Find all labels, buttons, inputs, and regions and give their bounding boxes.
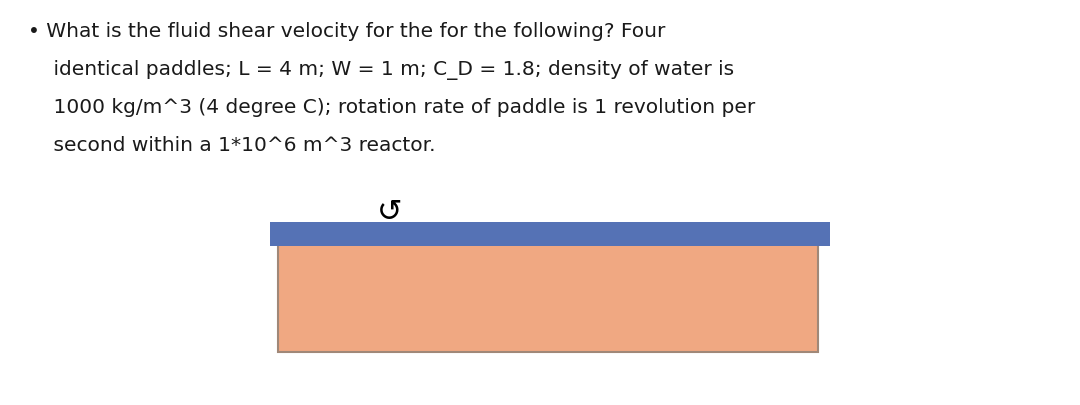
Bar bbox=[278, 242, 818, 352]
Text: 1000 kg/m^3 (4 degree C); rotation rate of paddle is 1 revolution per: 1000 kg/m^3 (4 degree C); rotation rate … bbox=[28, 98, 755, 117]
Text: • What is the fluid shear velocity for the for the following? Four: • What is the fluid shear velocity for t… bbox=[28, 22, 665, 41]
Bar bbox=[270, 222, 831, 246]
Text: identical paddles; L = 4 m; W = 1 m; C_D = 1.8; density of water is: identical paddles; L = 4 m; W = 1 m; C_D… bbox=[28, 60, 734, 80]
Text: second within a 1*10^6 m^3 reactor.: second within a 1*10^6 m^3 reactor. bbox=[28, 136, 435, 155]
Text: ↺: ↺ bbox=[377, 198, 403, 227]
